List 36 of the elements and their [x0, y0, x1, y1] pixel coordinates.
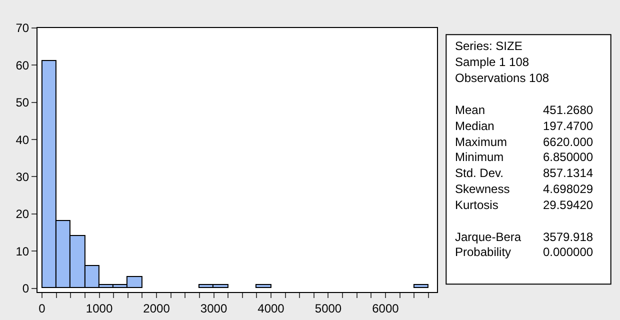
text: 6620.000 — [543, 135, 594, 149]
text: Series: SIZE — [455, 39, 522, 53]
y-tick-label: 70 — [16, 21, 30, 36]
y-tick-label: 50 — [16, 96, 30, 110]
text: Std. Dev. — [455, 166, 504, 180]
x-tick-label: 5000 — [314, 301, 342, 316]
y-tick-label: 10 — [16, 244, 30, 258]
text: 857.1314 — [543, 166, 594, 180]
text: Observations 108 — [455, 71, 550, 85]
text: 4.698029 — [543, 182, 594, 196]
y-tick-label: 30 — [16, 170, 30, 184]
x-tick-label: 3000 — [200, 301, 228, 316]
x-tick-label: 0 — [38, 301, 46, 316]
text: Mean — [455, 103, 486, 117]
text: Skewness — [455, 182, 510, 196]
x-tick-label: 1000 — [86, 301, 113, 316]
text: Kurtosis — [455, 198, 498, 212]
text: Probability — [455, 245, 512, 259]
text: 0.000000 — [543, 245, 594, 259]
text: Median — [455, 119, 494, 133]
y-tick-label: 0 — [22, 281, 30, 296]
x-tick-label: 2000 — [143, 301, 170, 316]
y-tick-label: 20 — [16, 207, 30, 222]
x-tick-label: 4000 — [258, 301, 285, 316]
text: Minimum — [455, 150, 504, 164]
text: 197.4700 — [543, 119, 594, 133]
y-tick-label: 60 — [16, 58, 30, 72]
x-tick-label: 6000 — [372, 301, 400, 316]
text: 6.850000 — [543, 150, 594, 164]
text: Sample 1 108 — [455, 55, 530, 69]
text: Jarque-Bera — [455, 230, 522, 244]
text: 29.59420 — [543, 198, 594, 212]
text: 3579.918 — [543, 230, 594, 244]
y-tick-label: 40 — [16, 132, 30, 147]
text: Maximum — [455, 135, 508, 149]
text: 451.2680 — [543, 103, 594, 117]
